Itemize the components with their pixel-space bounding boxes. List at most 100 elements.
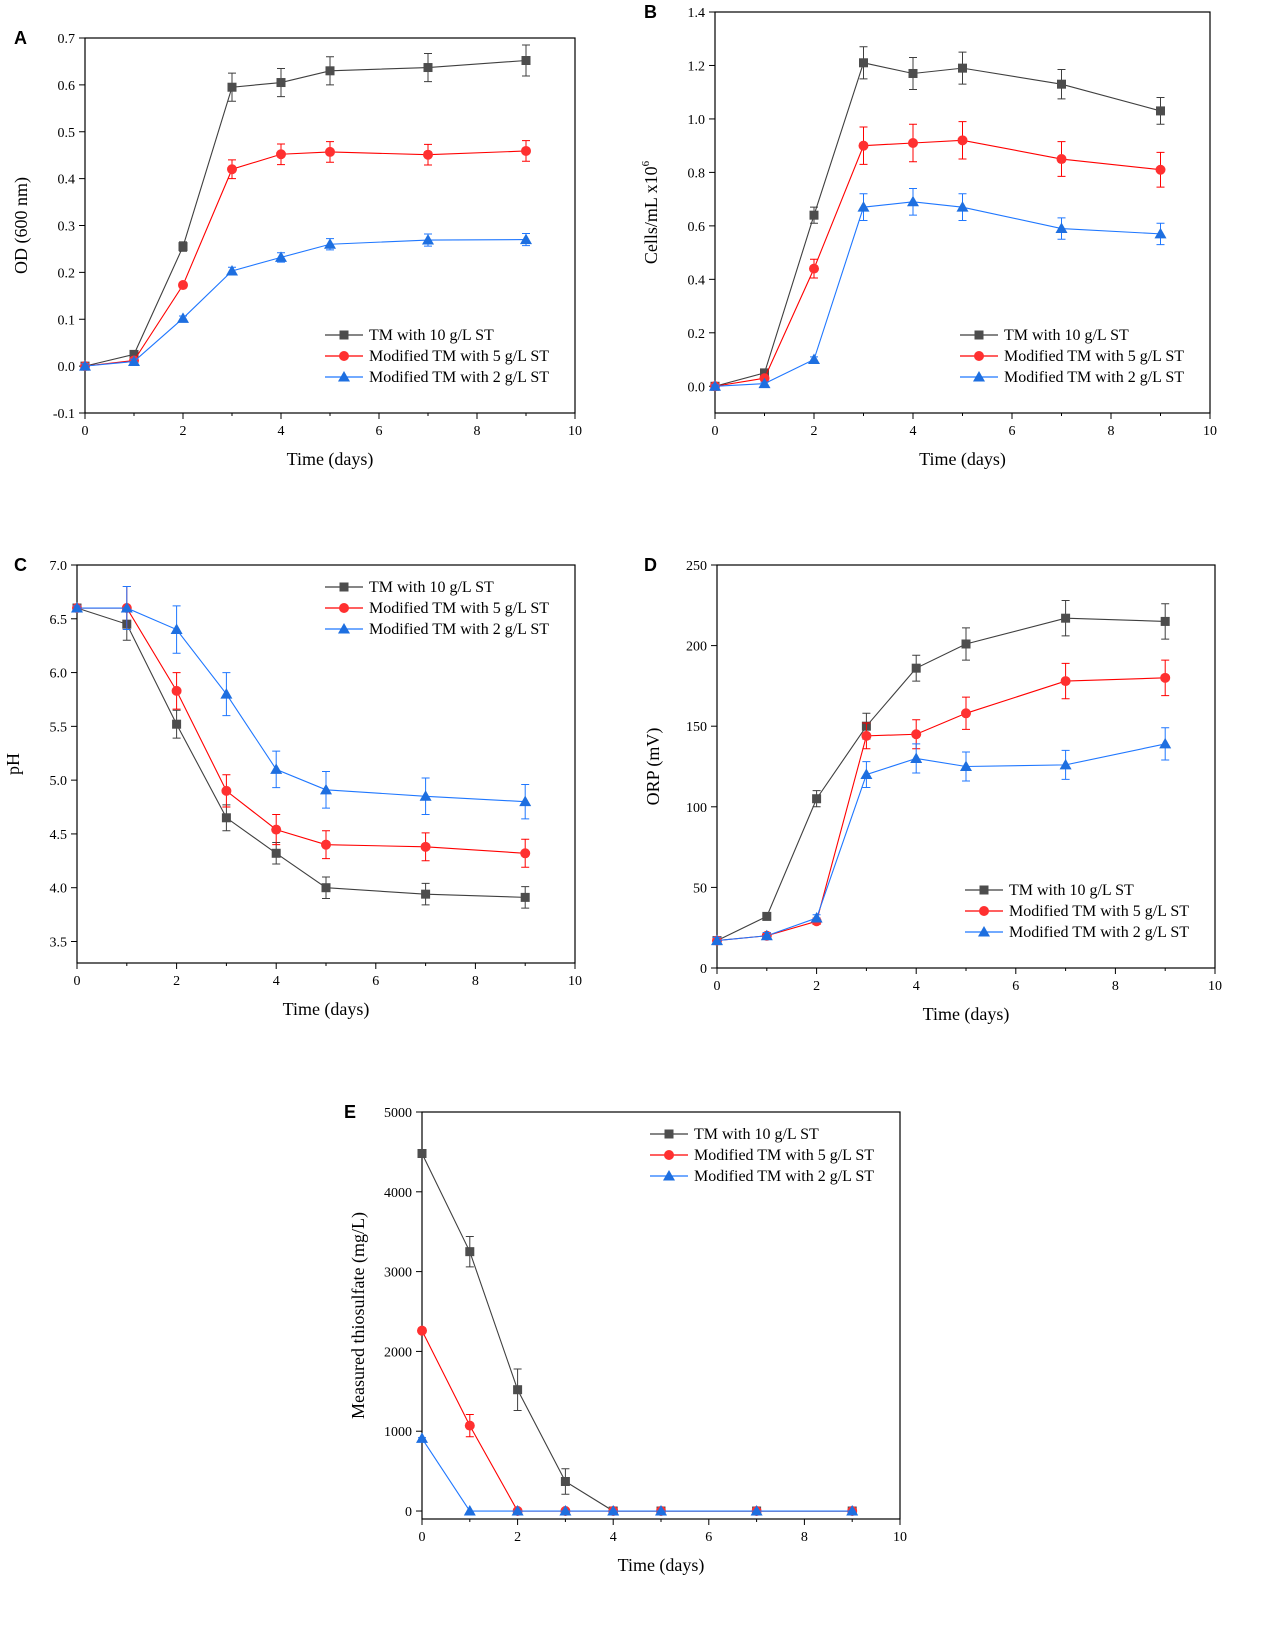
data-point — [421, 889, 431, 899]
series-line — [421, 1438, 853, 1512]
data-point — [1156, 106, 1165, 116]
data-point — [711, 934, 723, 946]
data-point — [423, 149, 433, 160]
data-point — [270, 763, 283, 774]
data-point — [1160, 616, 1170, 626]
chart-svg: B 0 2 4 6 8 10 0.0 0.2 0.4 0.6 0.8 1.0 1.2 1.4 Time (da… — [640, 2, 1217, 470]
data-point — [908, 137, 918, 148]
y-tick-label: 1.4 — [688, 6, 706, 21]
chart-panel-e: E 0 2 4 6 8 10 0 1000 2000 3000 4000 5000 Time (days)… — [330, 1090, 930, 1630]
x-tick-label: 8 — [1112, 979, 1119, 994]
x-tick-label: 2 — [173, 974, 180, 989]
x-tick-label: 10 — [1208, 979, 1222, 994]
series-line — [77, 607, 526, 803]
data-point — [320, 783, 332, 795]
y-tick-label: 0.0 — [58, 360, 76, 375]
legend-marker — [979, 906, 989, 916]
data-point — [423, 63, 433, 73]
y-tick-label: 0.6 — [58, 79, 76, 94]
data-point — [846, 1505, 859, 1516]
x-axis-title: Time (days) — [919, 449, 1006, 470]
y-tick-label: 5.5 — [50, 720, 68, 735]
data-point — [1059, 758, 1072, 770]
series-line — [716, 743, 1166, 942]
y-tick-label: 0.2 — [688, 327, 706, 342]
y-tick-label: 4.5 — [50, 828, 68, 843]
y-tick-label: 0.2 — [58, 266, 76, 281]
series-line — [714, 201, 1161, 387]
legend-label: Modified TM with 5 g/L ST — [369, 348, 549, 365]
series-line — [77, 607, 526, 854]
data-point — [808, 353, 820, 365]
y-tick-label: 0.4 — [58, 173, 76, 188]
data-point — [464, 1420, 475, 1431]
legend-marker — [978, 926, 990, 937]
series-line — [84, 59, 527, 367]
data-point — [908, 68, 918, 78]
legend-marker — [974, 330, 984, 340]
x-tick-label: 0 — [419, 1530, 426, 1545]
data-point — [857, 201, 870, 212]
y-axis-title: Measured thiosulfate (mg/L) — [348, 1212, 369, 1419]
panel-label: C — [14, 555, 27, 575]
chart-svg: C 0 2 4 6 8 10 3.5 4.0 4.5 5.0 5.5 6.0 6.5 7.0 Time (da… — [3, 555, 582, 1020]
data-point — [1061, 613, 1071, 623]
panel-label: B — [644, 2, 657, 22]
data-point — [861, 730, 872, 741]
y-tick-label: 0.5 — [58, 126, 76, 141]
x-tick-label: 10 — [1203, 424, 1217, 439]
y-axis-title: pH — [3, 753, 23, 775]
data-point — [275, 251, 287, 262]
legend: TM with 10 g/L ST Modified TM with 5 g/L … — [960, 327, 1184, 386]
x-tick-label: 4 — [273, 974, 280, 989]
data-point — [758, 377, 771, 389]
series-line — [714, 139, 1161, 387]
y-tick-label: 0.8 — [688, 166, 706, 181]
data-point — [911, 663, 921, 673]
legend: TM with 10 g/L ST Modified TM with 5 g/L … — [650, 1126, 874, 1185]
data-point — [858, 140, 869, 151]
data-point — [416, 1432, 428, 1443]
y-tick-label: 0.0 — [688, 380, 706, 395]
data-point — [560, 1476, 570, 1486]
x-tick-label: 4 — [913, 979, 920, 994]
series-line — [84, 150, 527, 367]
data-point — [171, 685, 182, 696]
y-tick-label: 1.0 — [688, 113, 706, 128]
series-line — [84, 239, 527, 367]
legend-label: Modified TM with 2 g/L ST — [369, 621, 549, 638]
legend-marker — [664, 1150, 674, 1160]
x-tick-label: 0 — [714, 979, 721, 994]
x-tick-label: 2 — [813, 979, 820, 994]
legend-marker — [338, 371, 350, 382]
data-point — [860, 768, 873, 780]
data-point — [1060, 676, 1071, 687]
data-point — [809, 263, 819, 274]
y-axis-title: OD (600 nm) — [11, 177, 32, 274]
data-point — [1055, 222, 1068, 234]
data-point — [762, 911, 772, 921]
data-point — [271, 848, 281, 858]
y-tick-label: 4000 — [384, 1186, 412, 1201]
y-tick-label: 3000 — [384, 1266, 412, 1281]
x-tick-label: 4 — [910, 424, 917, 439]
data-point — [271, 824, 282, 835]
legend-label: Modified TM with 5 g/L ST — [1009, 903, 1189, 920]
legend-marker — [974, 351, 984, 361]
data-point — [521, 145, 531, 156]
x-axis-title: Time (days) — [618, 1555, 705, 1576]
x-tick-label: 2 — [811, 424, 818, 439]
data-point — [463, 1505, 476, 1516]
y-tick-label: 5.0 — [50, 774, 68, 789]
data-point — [760, 368, 769, 378]
data-point — [226, 264, 238, 276]
x-tick-label: 6 — [376, 424, 383, 439]
y-tick-label: 50 — [693, 881, 707, 896]
y-tick-label: 2000 — [384, 1345, 412, 1360]
legend-label: TM with 10 g/L ST — [369, 579, 494, 596]
chart-svg: A 0 2 4 6 8 10 -0.1 0.0 0.1 0.2 0.3 0.4 0.5 0.6 0.7 Time… — [11, 28, 582, 470]
x-tick-label: 6 — [1009, 424, 1016, 439]
data-point — [812, 794, 822, 804]
series-line — [714, 62, 1161, 387]
